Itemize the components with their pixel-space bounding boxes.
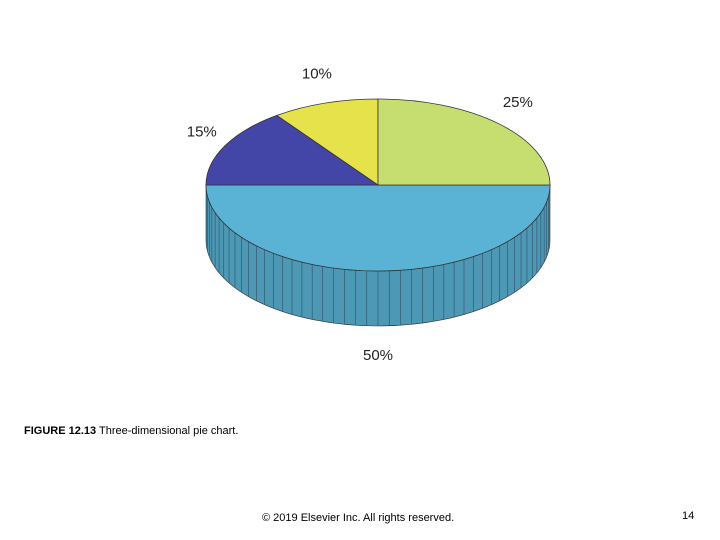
slice-label: 25% [503,94,533,111]
caption-label: FIGURE 12.13 [24,425,97,437]
page-number: 14 [682,510,695,522]
slice-label: 10% [302,66,332,83]
slice-label: 50% [363,347,393,364]
pie-slice [205,184,551,272]
caption-text: Three-dimensional pie chart. [99,425,239,437]
footer: © 2019 Elsevier Inc. All rights reserved… [262,512,455,524]
pie-slice [377,98,551,186]
pie-slice [276,98,379,186]
slice-label: 15% [187,123,217,140]
caption: FIGURE 12.13 Three-dimensional pie chart… [24,425,238,437]
pie-slice [205,114,380,186]
